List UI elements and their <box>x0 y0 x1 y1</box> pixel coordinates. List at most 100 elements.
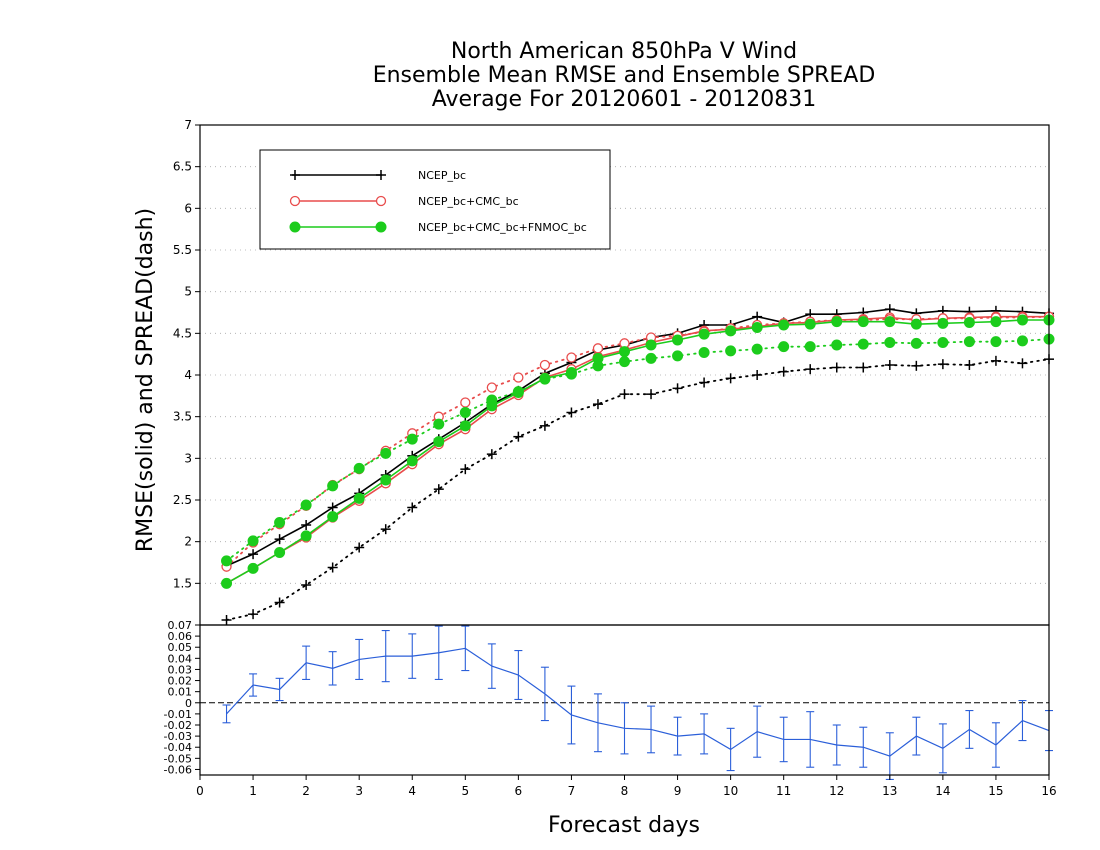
rmse-point <box>698 328 710 340</box>
error-bar <box>938 723 947 774</box>
y-tick-label: 0.06 <box>168 630 193 643</box>
rmse-point <box>247 562 259 574</box>
spread-point <box>380 447 392 459</box>
spread-point <box>963 336 975 348</box>
rmse-point <box>831 316 843 328</box>
y-tick-label: 0.03 <box>168 663 193 676</box>
spread-point <box>911 360 922 371</box>
spread-point <box>486 382 497 393</box>
x-tick-label: 5 <box>461 784 469 798</box>
x-tick-label: 0 <box>196 784 204 798</box>
x-tick-label: 4 <box>408 784 416 798</box>
x-tick-label: 13 <box>882 784 897 798</box>
legend-marker <box>375 221 387 233</box>
rmse-point <box>778 319 790 331</box>
error-bar <box>620 702 629 755</box>
spread-point <box>1017 358 1028 369</box>
x-tick-label: 1 <box>249 784 257 798</box>
error-bar <box>355 638 364 680</box>
spread-point <box>699 377 710 388</box>
rmse-point <box>804 318 816 330</box>
x-axis-ticks: 0 1 2 3 4 5 6 7 8 9 10 11 12 13 14 15 16 <box>196 775 1057 798</box>
x-tick-label: 2 <box>302 784 310 798</box>
chart-title-line: Average For 20120601 - 20120831 <box>432 87 817 112</box>
legend-marker <box>289 195 301 207</box>
rmse-point <box>248 549 259 560</box>
spread-point <box>831 339 843 351</box>
spread-point <box>380 524 391 535</box>
rmse-point <box>327 502 338 513</box>
legend: NCEP_bc NCEP_bc+CMC_bc NCEP_bc+CMC_bc+FNMO… <box>259 149 611 250</box>
x-tick-label: 3 <box>355 784 363 798</box>
rmse-point <box>857 316 869 328</box>
rmse-point <box>963 317 975 328</box>
spread-point <box>672 350 684 362</box>
rmse-point <box>725 325 737 337</box>
error-bar <box>859 726 868 768</box>
spread-point <box>725 345 737 357</box>
spread-point <box>884 337 896 348</box>
x-tick-label: 6 <box>515 784 523 798</box>
error-bar <box>408 633 417 679</box>
bottom-panel-series <box>222 625 1053 780</box>
spread-point <box>990 355 1001 366</box>
spread-point <box>539 420 550 431</box>
rmse-point <box>274 534 285 545</box>
y-tick-label: -0.04 <box>164 741 192 754</box>
rmse-point <box>327 511 339 523</box>
rmse-point <box>884 316 896 328</box>
y-tick-label: -0.06 <box>164 763 192 776</box>
error-bar <box>328 651 337 686</box>
y-tick-label: 1.5 <box>173 576 192 590</box>
spread-point <box>274 517 286 528</box>
error-bar <box>514 650 523 700</box>
spread-point <box>778 341 790 353</box>
error-bar <box>461 625 470 672</box>
legend-marker <box>289 221 301 233</box>
error-bar <box>700 713 709 755</box>
legend-label: NCEP_bc+CMC_bc+FNMOC_bc <box>418 221 587 234</box>
y-tick-label: 0.07 <box>168 619 193 632</box>
rmse-point <box>459 420 471 432</box>
spread-point <box>274 597 285 608</box>
error-bar <box>779 716 788 763</box>
rmse-point <box>672 334 684 346</box>
spread-point <box>300 499 312 511</box>
error-bar <box>249 673 258 697</box>
error-bar <box>567 685 576 745</box>
spread-point <box>672 383 683 394</box>
x-tick-label: 14 <box>935 784 950 798</box>
y-tick-label: 2.5 <box>173 493 192 507</box>
spread-point <box>486 394 498 406</box>
spread-point <box>247 535 259 547</box>
spread-point <box>460 397 471 408</box>
spread-point <box>646 389 657 400</box>
x-tick-label: 8 <box>621 784 629 798</box>
y-tick-label: 0.02 <box>168 675 193 688</box>
spread-point <box>407 502 418 513</box>
top-y-axis-ticks: 1.5 2 2.5 3 3.5 4 4.5 5 5.5 6 6.5 7 <box>173 118 200 590</box>
error-bar <box>434 625 443 680</box>
rmse-point <box>645 339 657 351</box>
legend-box <box>259 149 611 250</box>
difference-line <box>226 647 1050 757</box>
error-bar <box>222 704 231 724</box>
spread-point <box>752 370 763 380</box>
spread-point <box>486 449 497 460</box>
x-tick-label: 12 <box>829 784 844 798</box>
y-tick-label: -0.03 <box>164 730 192 743</box>
error-bar <box>302 645 311 680</box>
spread-point <box>512 386 524 398</box>
y-tick-label: 5.5 <box>173 243 192 257</box>
x-tick-label: 7 <box>568 784 576 798</box>
rmse-point <box>1016 314 1028 326</box>
spread-point <box>857 338 869 350</box>
spread-point <box>327 480 339 492</box>
x-tick-label: 10 <box>723 784 738 798</box>
error-bar <box>726 727 735 772</box>
spread-point <box>566 407 577 418</box>
y-tick-label: -0.01 <box>164 708 192 721</box>
error-bar <box>832 724 841 766</box>
spread-point <box>592 360 604 372</box>
spread-line <box>225 315 1050 568</box>
